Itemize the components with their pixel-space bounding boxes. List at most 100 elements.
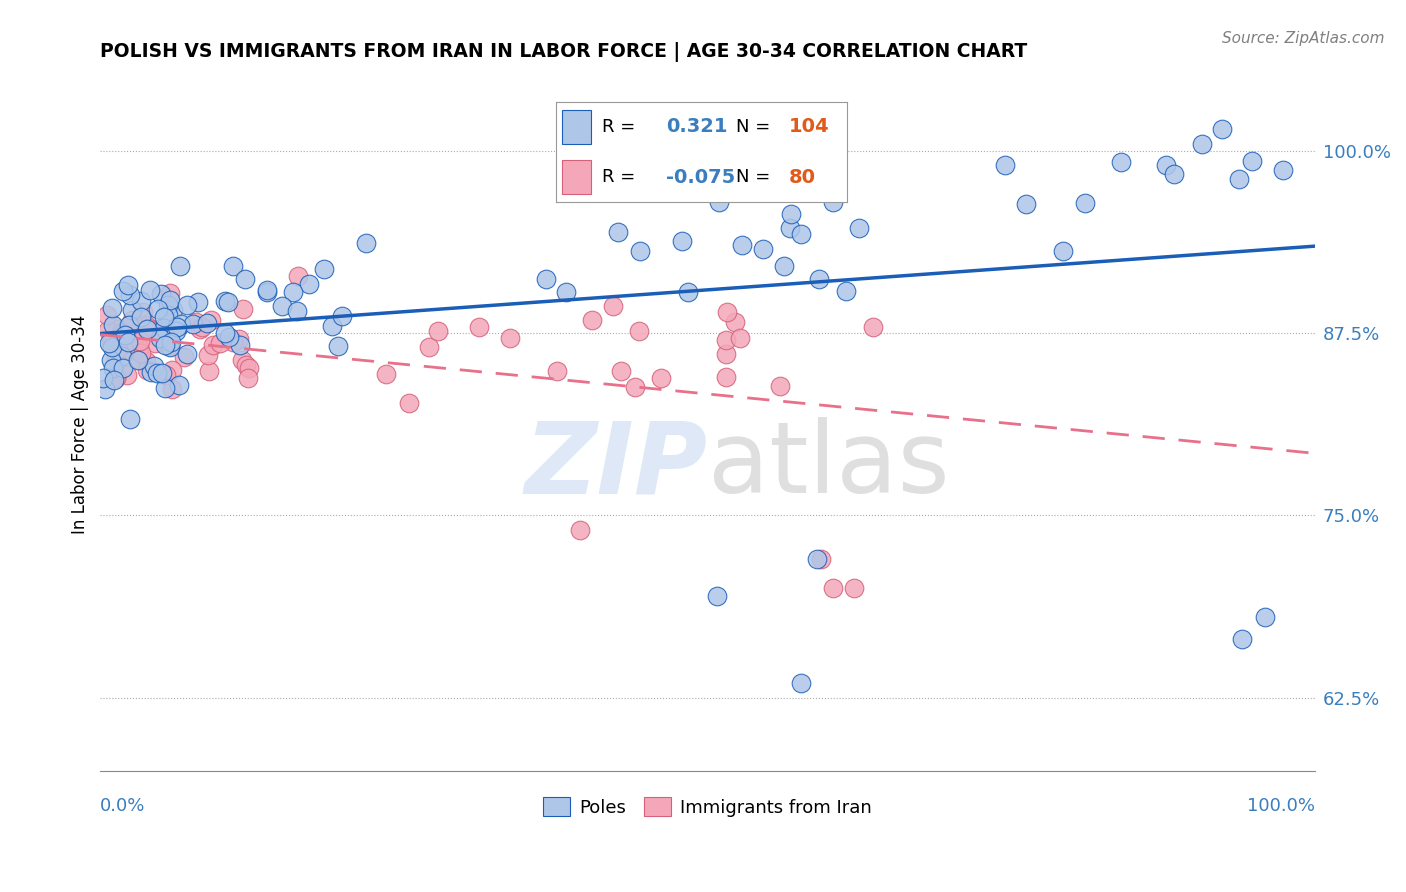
Point [581,313,603,327]
Point [222,259,245,273]
Point [157,300,180,314]
Point [628,244,651,258]
Point [146,366,169,380]
Point [117,334,139,349]
Point [191,320,214,334]
Point [107,330,129,344]
Point [312,261,335,276]
Point [1211,121,1233,136]
Point [150,321,173,335]
Point [823,582,845,596]
Point [188,322,211,336]
Point [153,338,176,352]
Point [100,334,122,348]
Point [138,283,160,297]
Point [326,338,349,352]
Y-axis label: In Labor Force | Age 30-34: In Labor Force | Age 30-34 [72,315,89,533]
Point [808,272,831,286]
Point [103,373,125,387]
Point [107,343,129,357]
Point [609,364,631,378]
Point [112,326,135,341]
Point [285,304,308,318]
Point [671,234,693,248]
Point [427,324,450,338]
Point [602,299,624,313]
Point [118,412,141,426]
Point [214,326,236,341]
Point [607,225,630,239]
Point [155,368,177,383]
Point [1271,162,1294,177]
Point [111,339,134,353]
Point [208,336,231,351]
Point [810,552,832,566]
Point [132,305,155,319]
Point [298,277,321,291]
Point [105,368,128,383]
Point [114,342,136,356]
Point [135,318,157,332]
Point [101,361,124,376]
Point [271,299,294,313]
Point [162,382,184,396]
Point [146,301,169,316]
Point [714,333,737,347]
Point [150,287,173,301]
Point [730,238,752,252]
Point [152,310,174,325]
Point [848,221,870,235]
Point [706,589,728,603]
Point [120,287,142,301]
Point [117,318,139,332]
Point [155,381,177,395]
Point [121,320,143,334]
Point [716,305,738,319]
Legend: Poles, Immigrants from Iran: Poles, Immigrants from Iran [536,790,879,824]
Point [142,359,165,373]
Point [97,324,120,338]
Point [418,340,440,354]
Point [117,368,139,382]
Text: Source: ZipAtlas.com: Source: ZipAtlas.com [1222,31,1385,46]
Point [159,340,181,354]
Point [150,366,173,380]
Point [1227,171,1250,186]
Point [176,347,198,361]
Point [728,331,751,345]
Point [167,378,190,392]
Point [1109,154,1132,169]
Point [256,285,278,300]
Point [100,301,122,315]
Point [790,227,813,241]
Point [128,346,150,360]
Point [468,319,491,334]
Point [149,331,172,345]
Point [153,321,176,335]
Point [256,283,278,297]
Point [779,207,801,221]
Point [789,676,811,690]
Point [143,335,166,350]
Point [186,295,208,310]
Point [176,298,198,312]
Point [231,352,253,367]
Point [772,259,794,273]
Point [200,313,222,327]
Point [101,340,124,354]
Point [202,338,225,352]
Point [165,324,187,338]
Point [93,370,115,384]
Point [159,339,181,353]
Point [536,272,558,286]
Point [218,330,240,344]
Point [96,308,118,322]
Point [235,358,257,372]
Point [862,319,884,334]
Point [214,293,236,308]
Point [287,268,309,283]
Point [98,336,121,351]
Text: atlas: atlas [707,417,949,514]
Point [195,316,218,330]
Point [100,334,122,349]
